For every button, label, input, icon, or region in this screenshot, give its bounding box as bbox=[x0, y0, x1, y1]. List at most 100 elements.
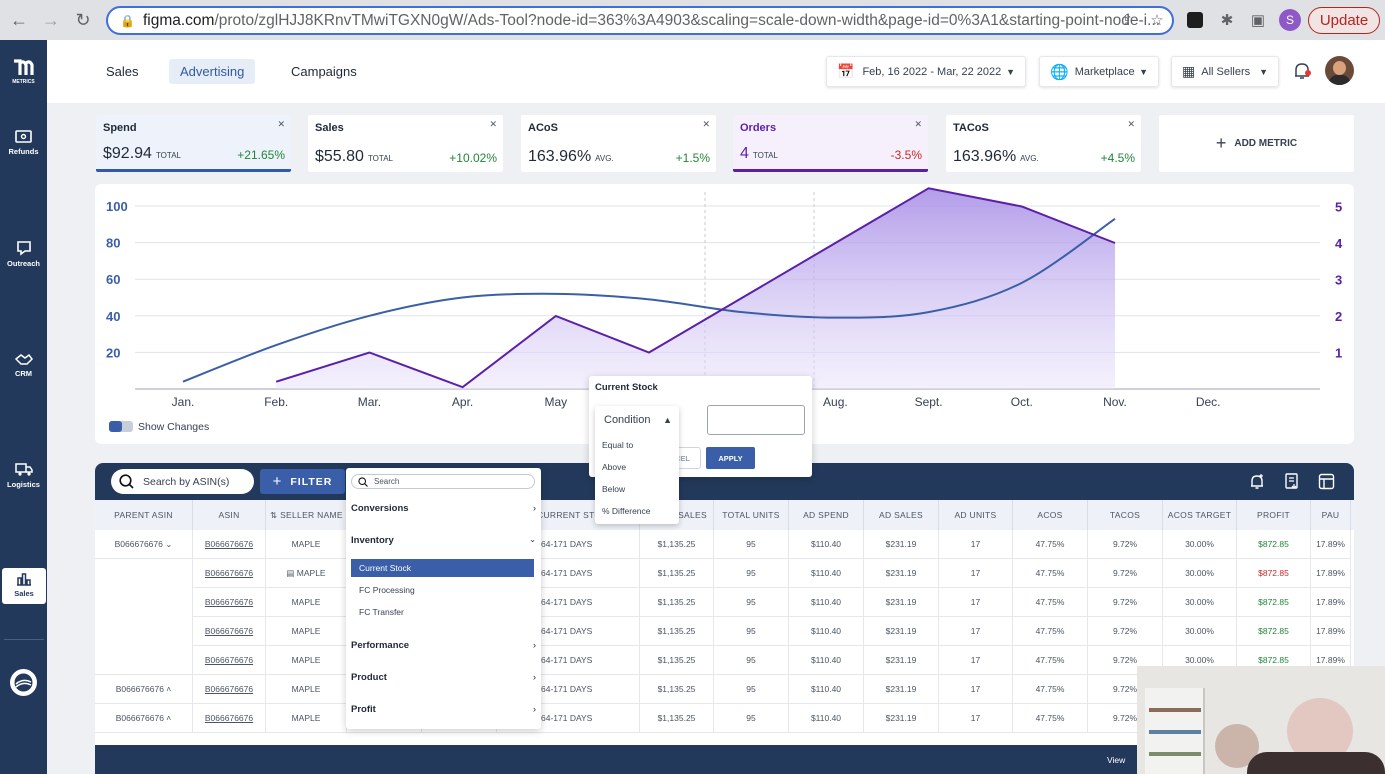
condition-select[interactable]: Condition ▲ bbox=[604, 414, 672, 426]
table-cell: 9.72% bbox=[1088, 588, 1163, 617]
table-cell: 64-171 DAYS bbox=[497, 646, 640, 675]
metric-card-spend[interactable]: Spend ✕ $92.94 TOTAL +21.65% bbox=[96, 115, 291, 172]
tab-advertising[interactable]: Advertising bbox=[169, 59, 256, 84]
close-icon[interactable]: ✕ bbox=[277, 119, 285, 129]
sidebar-item-sales[interactable]: Sales bbox=[2, 568, 46, 604]
add-metric-button[interactable]: + ADD METRIC bbox=[1159, 115, 1354, 172]
column-header[interactable]: TACOS bbox=[1088, 500, 1163, 530]
table-cell[interactable]: B066676676 bbox=[193, 559, 266, 588]
table-cell: $231.19 bbox=[864, 704, 939, 733]
sidebar-item-outreach[interactable]: Outreach bbox=[0, 240, 47, 268]
column-header[interactable]: ASIN bbox=[193, 500, 266, 530]
table-cell[interactable]: B066676676 bbox=[193, 588, 266, 617]
marketplace-dropdown[interactable]: 🌐 Marketplace ▼ bbox=[1039, 56, 1159, 87]
x-tick-label: Jan. bbox=[172, 395, 195, 409]
close-icon[interactable]: ✕ bbox=[489, 119, 497, 129]
table-cell: 30.00% bbox=[1163, 559, 1237, 588]
share-icon[interactable]: ⇪ bbox=[1120, 12, 1134, 29]
column-header[interactable]: AD SPEND bbox=[789, 500, 864, 530]
apply-button[interactable]: APPLY bbox=[706, 447, 755, 469]
close-icon[interactable]: ✕ bbox=[702, 119, 710, 129]
figma-extension-icon[interactable] bbox=[1187, 12, 1203, 28]
reload-icon[interactable]: ↻ bbox=[75, 9, 91, 30]
sellers-dropdown[interactable]: ▦ All Sellers ▼ bbox=[1171, 56, 1279, 87]
column-search-input[interactable]: Search bbox=[351, 474, 535, 489]
sidebar-item-logistics[interactable]: Logistics bbox=[0, 461, 47, 489]
top-navigation bbox=[47, 40, 1385, 103]
extensions-puzzle-icon[interactable]: ✱ bbox=[1220, 12, 1234, 29]
sales-bar-icon bbox=[17, 573, 31, 586]
table-cell[interactable]: B066676676 ⌄ bbox=[95, 530, 193, 559]
condition-option-above[interactable]: Above bbox=[602, 462, 627, 472]
menu-group-product[interactable]: Product › bbox=[351, 672, 536, 683]
table-cell: 9.72% bbox=[1088, 530, 1163, 559]
column-header[interactable]: AD SALES bbox=[864, 500, 939, 530]
column-header[interactable]: PAU bbox=[1311, 500, 1351, 530]
menu-group-inventory[interactable]: Inventory ⌄ bbox=[351, 535, 536, 546]
show-changes-toggle[interactable] bbox=[109, 421, 133, 432]
table-cell: 17 bbox=[939, 704, 1013, 733]
metric-card-acos[interactable]: ACoS ✕ 163.96% AVG. +1.5% bbox=[521, 115, 716, 172]
menu-group-conversions[interactable]: Conversions › bbox=[351, 503, 536, 514]
address-bar[interactable]: 🔒 figma.com/proto/zglHJJ8KRnvTMwiTGXN0gW… bbox=[106, 6, 1174, 35]
y-left-tick-label: 80 bbox=[106, 236, 120, 251]
tab-sales[interactable]: Sales bbox=[106, 64, 139, 79]
y-left-tick-label: 100 bbox=[106, 199, 128, 214]
update-button[interactable]: Update bbox=[1308, 7, 1380, 34]
metrics-logo[interactable]: METRICS bbox=[0, 57, 47, 85]
menu-item-current-stock[interactable]: Current Stock bbox=[351, 559, 534, 577]
table-cell[interactable]: B066676676 bbox=[193, 617, 266, 646]
filter-value-input[interactable] bbox=[707, 405, 805, 435]
asin-search-input[interactable]: Search by ASIN(s) bbox=[111, 469, 254, 494]
close-icon[interactable]: ✕ bbox=[914, 119, 922, 129]
profile-avatar[interactable]: S bbox=[1279, 9, 1301, 31]
condition-dropdown[interactable]: Condition ▲ Equal to Above Below % Diffe… bbox=[595, 406, 679, 524]
menu-item-fc-transfer[interactable]: FC Transfer bbox=[359, 607, 404, 617]
spend-line bbox=[182, 217, 1116, 383]
orders-line bbox=[275, 187, 1116, 389]
metric-card-orders[interactable]: Orders ✕ 4 TOTAL -3.5% bbox=[733, 115, 928, 172]
column-header[interactable]: PROFIT bbox=[1237, 500, 1311, 530]
add-alert-icon[interactable] bbox=[1249, 473, 1265, 490]
column-header[interactable]: AD UNITS bbox=[939, 500, 1013, 530]
side-panel-icon[interactable]: ▣ bbox=[1250, 12, 1266, 29]
table-cell[interactable]: B066676676 bbox=[193, 530, 266, 559]
bookmark-star-icon[interactable]: ☆ bbox=[1150, 12, 1164, 29]
table-cell[interactable]: B066676676 bbox=[193, 646, 266, 675]
menu-item-fc-processing[interactable]: FC Processing bbox=[359, 585, 415, 595]
table-cell[interactable]: B066676676 bbox=[193, 704, 266, 733]
metric-card-sales[interactable]: Sales ✕ $55.80 TOTAL +10.02% bbox=[308, 115, 503, 172]
table-cell: 47.75% bbox=[1013, 559, 1088, 588]
column-header[interactable]: ⇅ SELLER NAME bbox=[266, 500, 347, 530]
table-cell: ▤ MAPLE bbox=[266, 559, 347, 588]
column-header[interactable]: AD SALES bbox=[640, 500, 714, 530]
condition-option-equal[interactable]: Equal to bbox=[602, 440, 634, 450]
export-report-icon[interactable] bbox=[1284, 473, 1300, 490]
table-cell[interactable]: B066676676 bbox=[193, 675, 266, 704]
condition-option-below[interactable]: Below bbox=[602, 484, 626, 494]
forward-icon[interactable]: → bbox=[42, 9, 60, 30]
notification-bell-icon[interactable] bbox=[1292, 61, 1312, 81]
column-header[interactable]: TOTAL UNITS bbox=[714, 500, 789, 530]
company-logo-icon[interactable] bbox=[10, 669, 37, 696]
date-range-text: Feb, 16 2022 - Mar, 22 2022 bbox=[862, 65, 1002, 78]
columns-layout-icon[interactable] bbox=[1318, 473, 1335, 490]
sidebar-item-crm[interactable]: CRM bbox=[0, 350, 47, 378]
menu-group-profit[interactable]: Profit › bbox=[351, 704, 536, 715]
sidebar-item-refunds[interactable]: Refunds bbox=[0, 130, 47, 156]
table-cell[interactable]: B066676676 ˄ bbox=[95, 675, 193, 704]
back-icon[interactable]: ← bbox=[10, 9, 28, 30]
metric-label: Spend bbox=[103, 122, 137, 134]
user-avatar[interactable] bbox=[1325, 56, 1354, 85]
column-header[interactable]: PARENT ASIN bbox=[95, 500, 193, 530]
filter-button[interactable]: + FILTER bbox=[260, 469, 345, 494]
table-cell[interactable]: B066676676 ˄ bbox=[95, 704, 193, 733]
date-range-picker[interactable]: 📅 Feb, 16 2022 - Mar, 22 2022 ▼ bbox=[826, 56, 1026, 87]
close-icon[interactable]: ✕ bbox=[1127, 119, 1135, 129]
column-header[interactable]: ACOS TARGET bbox=[1163, 500, 1237, 530]
tab-campaigns[interactable]: Campaigns bbox=[291, 64, 357, 79]
menu-group-performance[interactable]: Performance › bbox=[351, 640, 536, 651]
condition-option-difference[interactable]: % Difference bbox=[602, 506, 651, 516]
column-header[interactable]: ACOS bbox=[1013, 500, 1088, 530]
metric-card-tacos[interactable]: TACoS ✕ 163.96% AVG. +4.5% bbox=[946, 115, 1141, 172]
